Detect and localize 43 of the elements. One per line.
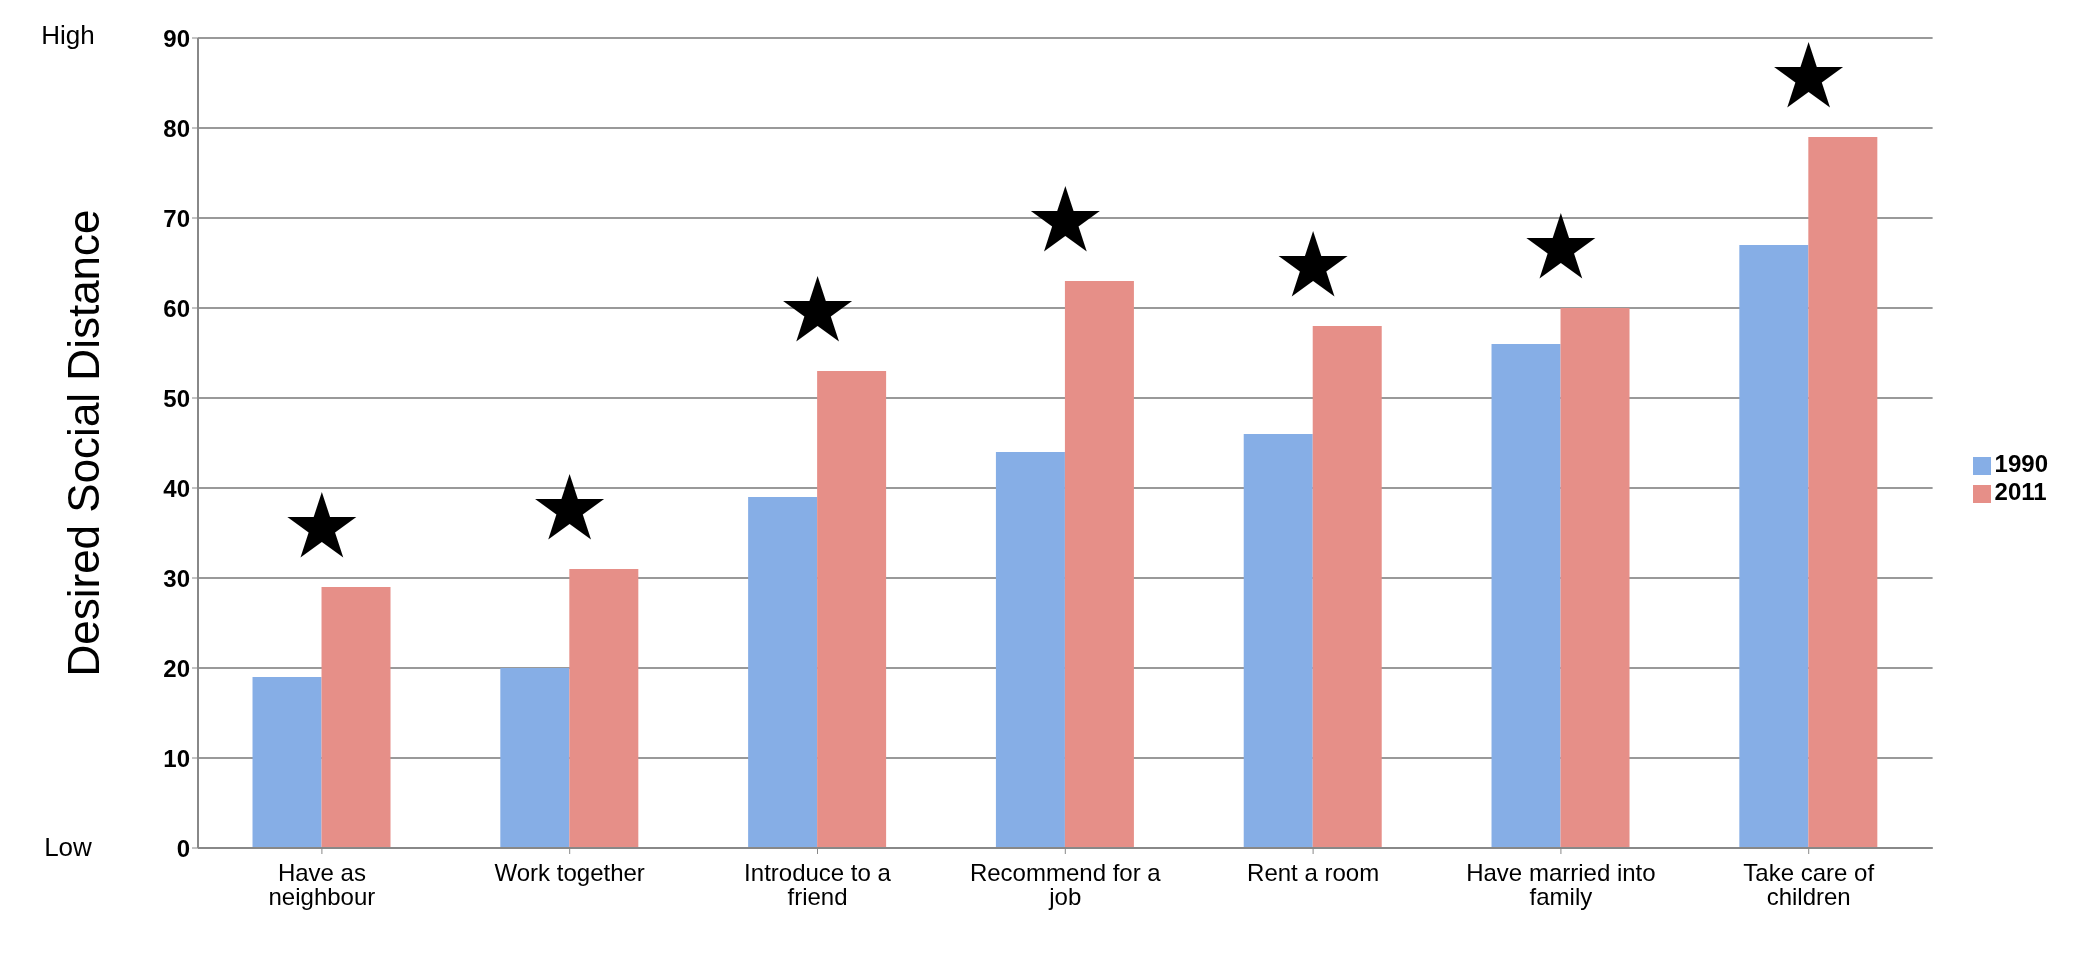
bar bbox=[1739, 245, 1809, 848]
bar bbox=[252, 677, 322, 848]
legend-label: 1990 bbox=[1994, 450, 2048, 477]
y-tick-label: 70 bbox=[163, 204, 190, 232]
bar bbox=[1560, 308, 1630, 848]
x-tick-label: Rent a room bbox=[1247, 859, 1380, 887]
x-tick-label: Have as neighbour bbox=[268, 859, 376, 911]
text: Low bbox=[43, 832, 93, 863]
bar bbox=[500, 668, 570, 848]
y-tick-label: 20 bbox=[163, 654, 190, 682]
y-tick-label: 50 bbox=[163, 384, 190, 412]
x-tick-label: Have married into family bbox=[1466, 859, 1656, 911]
bar bbox=[817, 371, 887, 848]
annotation: ★ bbox=[281, 473, 363, 578]
y-tick-label: 10 bbox=[163, 744, 190, 772]
y-tick-label: 40 bbox=[163, 474, 190, 502]
annotation: ★ bbox=[1520, 194, 1602, 299]
x-tick-label: Introduce to a friend bbox=[744, 859, 892, 911]
legend-label: 2011 bbox=[1994, 478, 2047, 505]
bar bbox=[1491, 344, 1561, 848]
bar bbox=[1808, 137, 1878, 848]
annotation: ★ bbox=[529, 455, 611, 560]
x-tick-label: Take care of children bbox=[1743, 859, 1875, 911]
y-tick-label: 90 bbox=[163, 24, 190, 52]
y-tick-label: 30 bbox=[163, 564, 190, 592]
y-tick-label: 60 bbox=[163, 294, 190, 322]
bar bbox=[748, 497, 818, 848]
annotation: ★ bbox=[1272, 212, 1354, 317]
y-tick-label: 80 bbox=[163, 114, 190, 142]
bar bbox=[1064, 281, 1134, 848]
bar bbox=[321, 587, 391, 848]
annotation: ★ bbox=[1024, 167, 1106, 272]
annotation: ★ bbox=[777, 257, 858, 362]
bar bbox=[995, 452, 1065, 848]
text: High bbox=[40, 20, 96, 51]
y-axis-title: Desired Social Distance bbox=[58, 209, 108, 677]
bar bbox=[1243, 434, 1313, 848]
bar bbox=[569, 569, 639, 848]
bar bbox=[1312, 326, 1382, 848]
annotation: ★ bbox=[1768, 23, 1850, 128]
y-tick-label: 0 bbox=[176, 834, 190, 862]
x-tick-label: Work together bbox=[494, 859, 645, 887]
x-tick-label: Recommend for a job bbox=[969, 859, 1162, 911]
